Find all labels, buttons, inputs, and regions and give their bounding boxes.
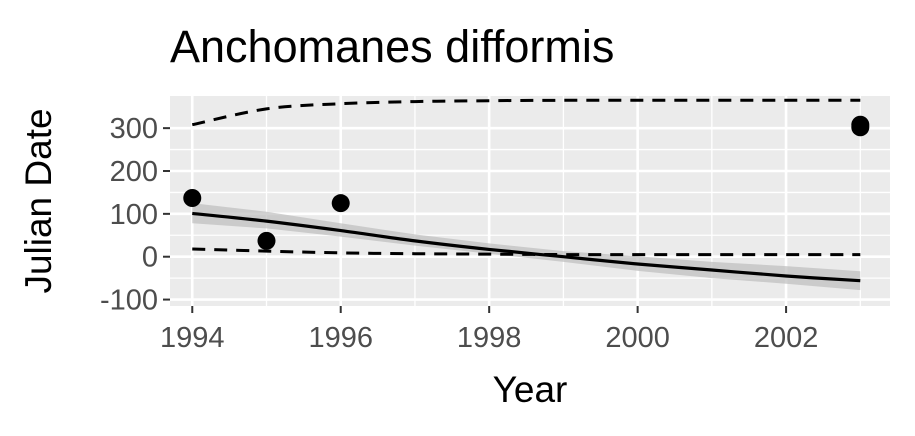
data-point — [851, 115, 870, 134]
upper-bound-line — [191, 98, 861, 127]
y-tick-label: 300 — [110, 113, 158, 145]
x-tick-label: 2002 — [754, 322, 819, 354]
chart-title: Anchomanes difformis — [170, 21, 614, 72]
data-point — [331, 194, 350, 213]
x-tick-label: 1996 — [308, 322, 373, 354]
x-tick-label: 1994 — [160, 322, 225, 354]
trend-line — [192, 211, 861, 283]
points-layer — [183, 115, 870, 250]
y-axis-title: Julian Date — [18, 108, 59, 293]
y-tick-label: 200 — [110, 156, 158, 188]
y-tick-label: 100 — [110, 199, 158, 231]
y-tick-label: 0 — [142, 242, 158, 274]
data-point — [257, 231, 276, 250]
x-tick-label: 2000 — [605, 322, 670, 354]
x-tick-label: 1998 — [457, 322, 522, 354]
y-tick-label: -100 — [100, 285, 158, 317]
x-axis-title: Year — [493, 369, 568, 410]
axes-layer: 1994 1996 1998 2000 2002 -100 0 100 200 300 — [100, 113, 818, 354]
data-point — [183, 189, 202, 207]
series-layer — [191, 98, 861, 291]
